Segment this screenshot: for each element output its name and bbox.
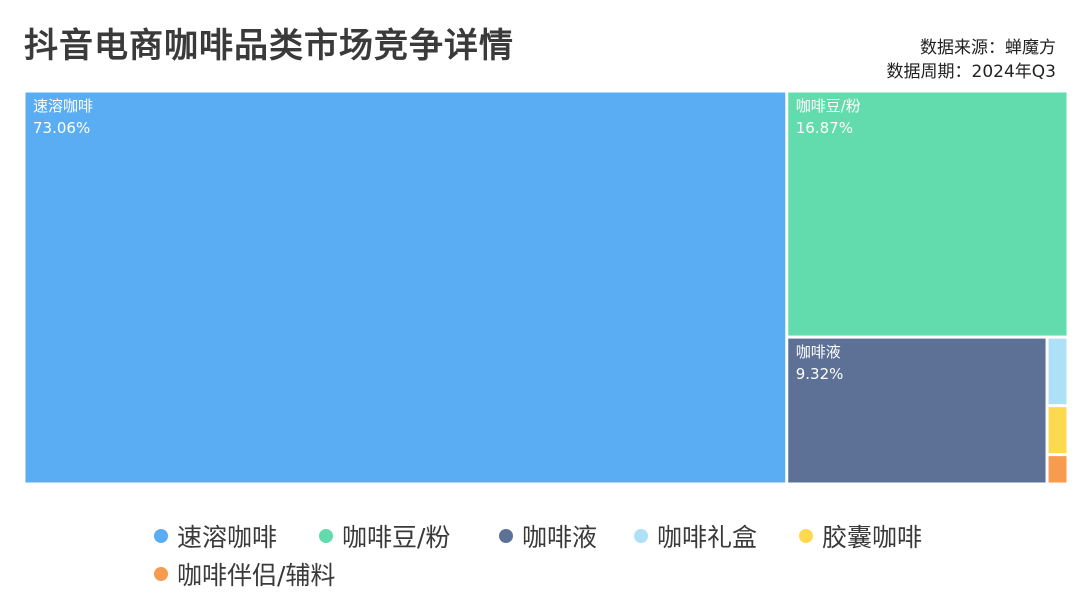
legend-marker bbox=[154, 529, 168, 543]
legend-item[interactable]: 咖啡豆/粉 bbox=[319, 518, 450, 554]
treemap-cell[interactable]: 咖啡液 9.32% bbox=[788, 338, 1046, 483]
treemap-cell[interactable] bbox=[1048, 456, 1067, 483]
treemap-cell[interactable]: 咖啡豆/粉 16.87% bbox=[788, 92, 1067, 336]
treemap-cell[interactable] bbox=[1048, 338, 1067, 405]
legend-marker bbox=[499, 529, 513, 543]
treemap-rect[interactable] bbox=[1048, 407, 1067, 454]
chart-legend: 速溶咖啡 咖啡豆/粉 咖啡液 咖啡礼盒 胶囊咖啡咖啡伴侣/辅料 bbox=[0, 516, 1080, 596]
legend-label: 速溶咖啡 bbox=[177, 523, 278, 552]
legend-label: 咖啡豆/粉 bbox=[342, 523, 451, 552]
page-title: 抖音电商咖啡品类市场竞争详情 bbox=[24, 26, 514, 66]
legend-label: 咖啡液 bbox=[522, 523, 598, 552]
data-source: 数据来源：蝉魔方 bbox=[920, 38, 1056, 58]
data-period: 数据周期：2024年Q3 bbox=[886, 62, 1056, 82]
treemap-rect[interactable] bbox=[25, 92, 786, 483]
treemap-cell[interactable] bbox=[1048, 407, 1067, 454]
cell-value-label: 9.32% bbox=[796, 365, 844, 383]
chart-meta: 数据来源：蝉魔方 数据周期：2024年Q3 bbox=[887, 36, 1056, 84]
legend-item[interactable]: 胶囊咖啡 bbox=[799, 518, 922, 554]
legend-label: 咖啡礼盒 bbox=[657, 523, 758, 552]
legend-marker bbox=[634, 529, 648, 543]
legend-item[interactable]: 速溶咖啡 bbox=[154, 518, 277, 554]
cell-name-label: 咖啡液 bbox=[796, 343, 841, 361]
legend-marker bbox=[799, 529, 813, 543]
legend-item[interactable]: 咖啡礼盒 bbox=[634, 518, 757, 554]
cell-name-label: 咖啡豆/粉 bbox=[796, 97, 861, 115]
legend-item[interactable]: 咖啡液 bbox=[499, 518, 597, 554]
legend-marker bbox=[154, 567, 168, 581]
cell-value-label: 73.06% bbox=[33, 119, 90, 137]
treemap-rect[interactable] bbox=[788, 92, 1067, 336]
legend-marker bbox=[319, 529, 333, 543]
treemap-rect[interactable] bbox=[1048, 456, 1067, 483]
legend-label: 咖啡伴侣/辅料 bbox=[177, 561, 336, 590]
treemap-rect[interactable] bbox=[788, 338, 1046, 483]
treemap-rect[interactable] bbox=[1048, 338, 1067, 405]
treemap-cell[interactable]: 速溶咖啡 73.06% bbox=[25, 92, 786, 483]
legend-label: 胶囊咖啡 bbox=[822, 523, 923, 552]
legend-item[interactable]: 咖啡伴侣/辅料 bbox=[154, 556, 335, 592]
cell-value-label: 16.87% bbox=[796, 119, 853, 137]
cell-name-label: 速溶咖啡 bbox=[33, 97, 93, 115]
